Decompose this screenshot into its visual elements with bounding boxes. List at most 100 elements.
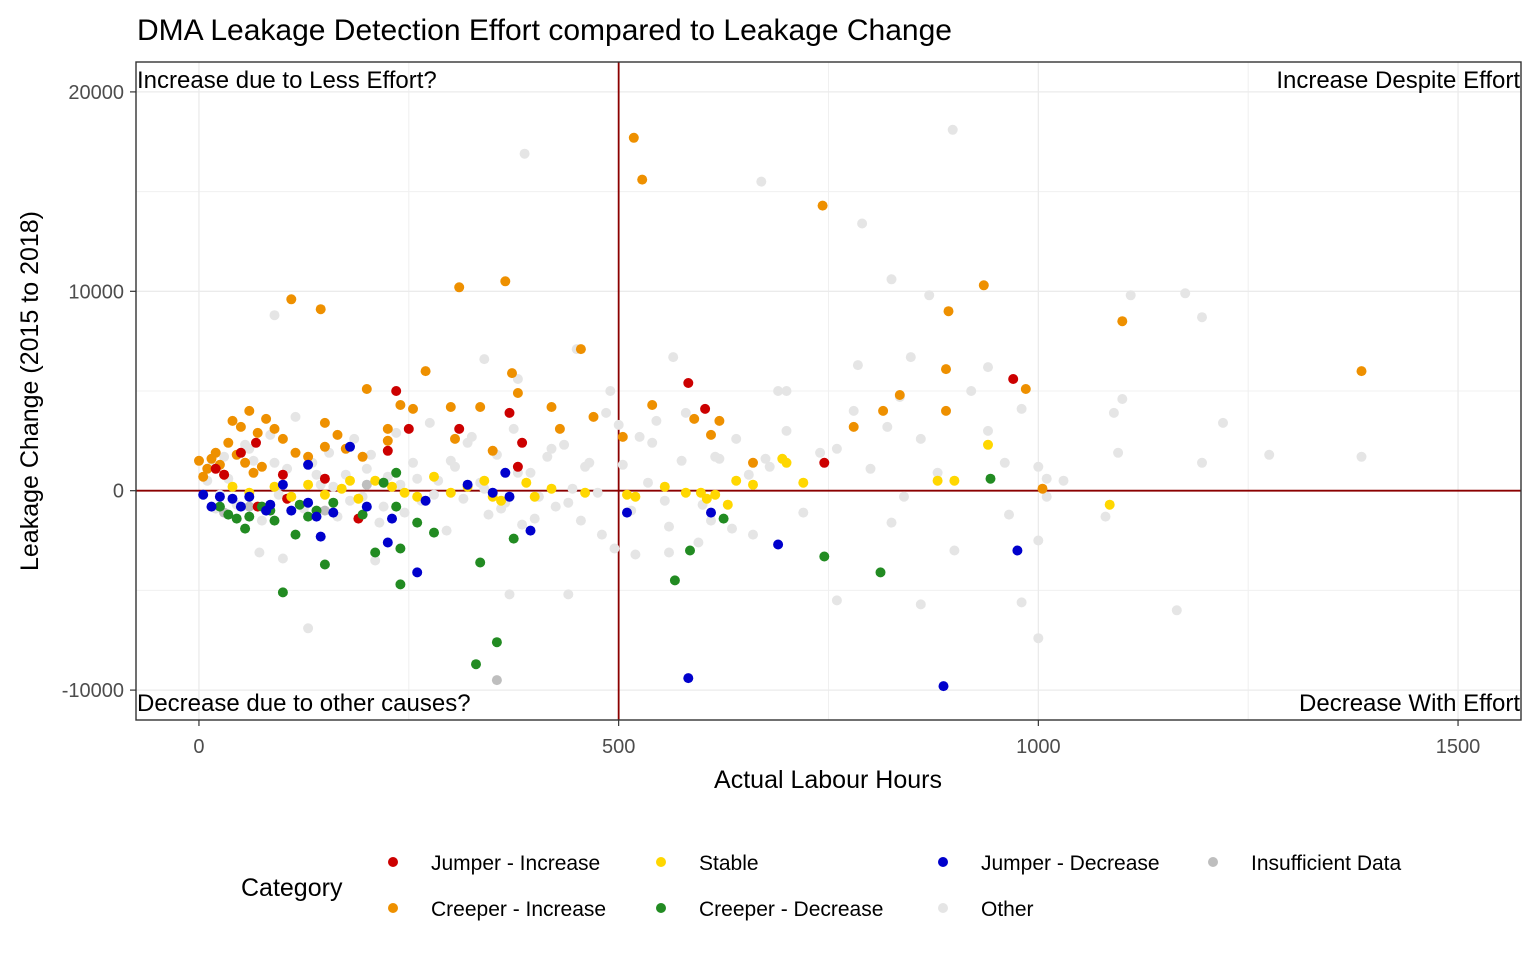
data-point xyxy=(475,402,486,412)
x-tick-label: 1000 xyxy=(1016,736,1061,758)
data-point xyxy=(781,425,792,436)
data-point xyxy=(286,505,297,516)
data-point xyxy=(479,475,490,486)
y-axis-ticks: -10000 0 10000 20000 xyxy=(62,82,136,702)
data-point xyxy=(680,487,691,498)
grid-lines xyxy=(136,62,1521,720)
data-point xyxy=(311,511,322,522)
data-point xyxy=(395,543,406,554)
data-point xyxy=(1016,597,1027,608)
data-point xyxy=(915,433,926,444)
data-point xyxy=(261,505,272,516)
data-point xyxy=(689,413,700,424)
data-point xyxy=(613,419,624,430)
data-point xyxy=(500,276,511,287)
data-point xyxy=(601,407,612,418)
legend-label: Jumper - Increase xyxy=(431,852,600,875)
data-point xyxy=(504,407,515,418)
data-point xyxy=(848,405,859,416)
legend-title: Category xyxy=(241,874,343,902)
data-point xyxy=(303,459,314,470)
data-point xyxy=(932,467,943,478)
data-point xyxy=(1058,475,1069,486)
data-point xyxy=(328,481,339,492)
data-point xyxy=(781,457,792,468)
data-point xyxy=(235,501,246,512)
data-point xyxy=(412,491,423,502)
data-point xyxy=(886,274,897,285)
data-point xyxy=(1197,457,1207,468)
data-point xyxy=(664,521,674,532)
data-point xyxy=(1171,605,1182,616)
data-point xyxy=(966,386,977,396)
legend-key xyxy=(656,857,666,867)
data-point xyxy=(815,447,826,458)
data-point xyxy=(303,511,314,522)
data-point xyxy=(1033,535,1044,546)
data-point xyxy=(831,443,842,454)
data-point xyxy=(475,557,486,568)
quadrant-label-bottom-left: Decrease due to other causes? xyxy=(137,690,471,717)
data-point xyxy=(894,390,905,400)
data-point xyxy=(395,400,406,410)
data-point xyxy=(290,411,301,422)
data-point xyxy=(261,413,272,424)
data-point xyxy=(357,509,368,520)
data-point xyxy=(361,463,372,474)
data-point xyxy=(227,481,238,492)
data-point xyxy=(949,545,960,556)
data-point xyxy=(336,483,347,494)
data-point xyxy=(1037,483,1048,494)
data-point xyxy=(567,483,578,494)
data-point xyxy=(706,515,716,526)
data-point xyxy=(512,461,523,472)
data-point xyxy=(382,423,393,434)
data-point xyxy=(1004,509,1014,520)
data-point xyxy=(693,537,704,548)
data-point xyxy=(605,386,616,396)
data-point xyxy=(831,595,842,606)
data-point xyxy=(706,507,716,518)
data-point xyxy=(643,477,653,488)
data-point xyxy=(252,427,263,438)
data-point xyxy=(408,457,418,468)
data-point xyxy=(294,499,305,510)
data-point xyxy=(817,200,828,211)
data-point xyxy=(408,403,418,414)
data-point xyxy=(466,431,477,442)
data-point xyxy=(798,507,809,518)
data-point xyxy=(546,483,557,494)
data-point xyxy=(507,368,517,379)
data-point xyxy=(546,402,557,412)
data-point xyxy=(584,457,595,468)
legend-item: Stable xyxy=(656,852,759,875)
data-point xyxy=(683,378,694,388)
data-point xyxy=(554,423,565,434)
data-point xyxy=(628,132,639,143)
data-point xyxy=(664,547,674,558)
x-tick-label: 1500 xyxy=(1436,736,1481,758)
data-point xyxy=(256,461,267,472)
legend-label: Creeper - Decrease xyxy=(699,898,883,921)
data-point xyxy=(277,479,288,490)
data-point xyxy=(382,445,393,456)
data-point xyxy=(244,501,255,512)
data-point xyxy=(332,429,343,440)
data-point xyxy=(563,589,574,600)
data-point xyxy=(391,386,402,396)
data-point xyxy=(1033,461,1044,472)
data-point xyxy=(290,447,301,458)
data-point xyxy=(1008,374,1019,384)
data-point xyxy=(399,487,410,498)
data-point xyxy=(588,411,599,422)
data-point xyxy=(1041,491,1052,502)
y-tick-label: -10000 xyxy=(62,680,124,702)
data-point xyxy=(525,467,536,478)
data-point xyxy=(248,455,259,466)
series-insufficient-data xyxy=(219,479,502,686)
data-point xyxy=(609,543,620,554)
data-point xyxy=(303,623,314,634)
data-point xyxy=(1033,633,1044,644)
x-tick-label: 500 xyxy=(602,736,635,758)
